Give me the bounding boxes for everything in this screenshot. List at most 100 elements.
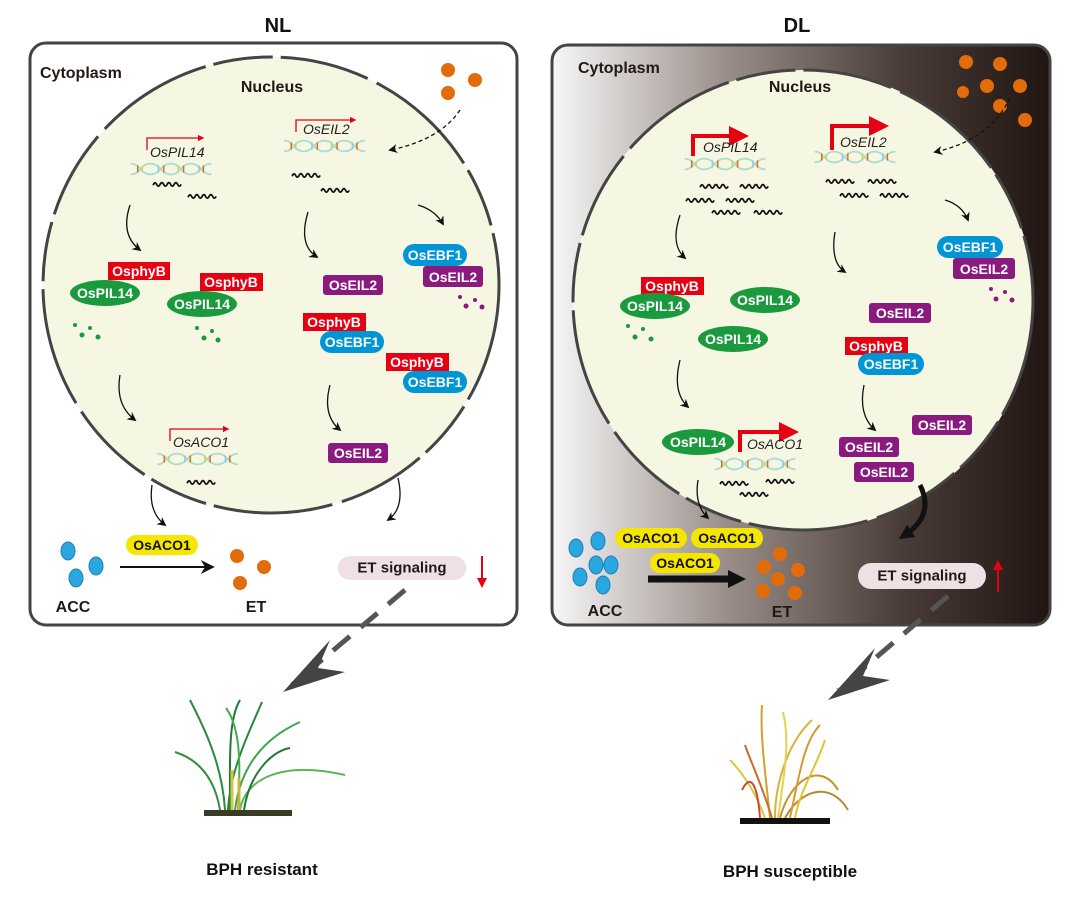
dashed-arrow bbox=[933, 97, 1011, 155]
degraded-oseil2-dots bbox=[458, 295, 485, 310]
svg-text:OsPIL14: OsPIL14 bbox=[737, 292, 793, 308]
osebf1-protein: OsEBF1 bbox=[858, 353, 924, 375]
oseil2-protein: OsEIL2 bbox=[869, 303, 931, 323]
svg-text:OsEIL2: OsEIL2 bbox=[918, 417, 966, 433]
svg-text:OsPIL14: OsPIL14 bbox=[670, 434, 726, 450]
svg-text:OsEIL2: OsEIL2 bbox=[303, 121, 350, 137]
osaco1-enzyme: OsACO1 bbox=[615, 528, 687, 548]
acc-molecules bbox=[568, 531, 619, 595]
et-dots-outside bbox=[441, 63, 482, 100]
osaco1-enzyme: OsACO1 bbox=[691, 528, 763, 548]
oseil2-protein: OsEIL2 bbox=[839, 437, 899, 457]
osebf1-protein: OsEBF1 bbox=[320, 331, 384, 353]
dashed-arrow bbox=[388, 109, 461, 154]
osaco1-enzyme: OsACO1 bbox=[126, 535, 198, 555]
osphyb-label: OsphyB bbox=[108, 262, 170, 280]
ospil14-gene: OsPIL14 bbox=[683, 126, 784, 216]
svg-text:OsEIL2: OsEIL2 bbox=[840, 134, 887, 150]
degraded-oseil2-dots bbox=[989, 287, 1015, 303]
susceptible-rice-plant-icon bbox=[729, 704, 849, 824]
osaco1-gene: OsACO1 bbox=[713, 422, 803, 498]
ospil14-protein: OsPIL14 bbox=[167, 291, 237, 317]
svg-text:OsEIL2: OsEIL2 bbox=[960, 261, 1008, 277]
dl-outcome-label: BPH susceptible bbox=[723, 862, 857, 881]
svg-text:OsphyB: OsphyB bbox=[849, 338, 903, 354]
osphyb-label: OsphyB bbox=[200, 273, 263, 291]
svg-text:OsEIL2: OsEIL2 bbox=[860, 464, 908, 480]
et-signaling: ET signaling bbox=[858, 563, 986, 589]
et-label: ET bbox=[772, 604, 793, 621]
oseil2-protein: OsEIL2 bbox=[323, 275, 383, 295]
svg-text:OsEBF1: OsEBF1 bbox=[408, 247, 463, 263]
osebf1-protein: OsEBF1 bbox=[403, 244, 467, 266]
svg-text:OsPIL14: OsPIL14 bbox=[627, 298, 683, 314]
et-dots-outside bbox=[957, 55, 1032, 127]
osphyb-label: OsphyB bbox=[386, 353, 449, 371]
cytoplasm-label: Cytoplasm bbox=[578, 60, 660, 77]
oseil2-protein: OsEIL2 bbox=[854, 462, 914, 482]
svg-text:OsphyB: OsphyB bbox=[390, 354, 444, 370]
osebf1-protein: OsEBF1 bbox=[937, 236, 1003, 258]
svg-text:OsPIL14: OsPIL14 bbox=[77, 285, 133, 301]
acc-molecules bbox=[60, 541, 104, 588]
thick-arrow bbox=[898, 483, 928, 540]
et-label: ET bbox=[246, 599, 267, 616]
acc-label: ACC bbox=[56, 599, 91, 616]
osaco1-gene: OsACO1 bbox=[156, 425, 239, 486]
resistant-rice-plant-icon bbox=[174, 699, 346, 816]
et-molecules bbox=[230, 549, 271, 590]
svg-text:OsEIL2: OsEIL2 bbox=[429, 269, 477, 285]
svg-text:OsEIL2: OsEIL2 bbox=[845, 439, 893, 455]
svg-text:OsACO1: OsACO1 bbox=[173, 434, 229, 450]
dl-title: DL bbox=[784, 15, 811, 37]
ospil14-protein: OsPIL14 bbox=[698, 326, 768, 352]
ospil14-protein: OsPIL14 bbox=[662, 429, 734, 455]
oseil2-protein: OsEIL2 bbox=[328, 443, 388, 463]
svg-text:OsPIL14: OsPIL14 bbox=[150, 144, 205, 160]
arrowhead-icon bbox=[828, 648, 890, 700]
acc-label: ACC bbox=[588, 603, 623, 620]
conversion-arrow bbox=[728, 570, 746, 588]
dl-panel: Cytoplasm Nucleus OsPIL14 OsEIL2 OsEBF1 … bbox=[550, 43, 1052, 627]
svg-text:OsPIL14: OsPIL14 bbox=[705, 331, 761, 347]
osphyb-label: OsphyB bbox=[641, 277, 704, 295]
degraded-ospil14-dots bbox=[73, 323, 221, 343]
ospil14-gene: OsPIL14 bbox=[129, 134, 218, 200]
svg-text:ET signaling: ET signaling bbox=[357, 560, 446, 577]
svg-text:OsEIL2: OsEIL2 bbox=[334, 445, 382, 461]
nl-panel: Cytoplasm Nucleus OsPIL14 OsEIL2 OsphyB … bbox=[28, 41, 519, 627]
svg-text:OsEBF1: OsEBF1 bbox=[408, 374, 463, 390]
nucleus-label: Nucleus bbox=[769, 79, 831, 96]
oseil2-protein: OsEIL2 bbox=[912, 415, 972, 435]
oseil2-protein: OsEIL2 bbox=[423, 266, 483, 287]
svg-text:OsEIL2: OsEIL2 bbox=[876, 305, 924, 321]
osphyb-label: OsphyB bbox=[303, 313, 366, 331]
svg-text:OsACO1: OsACO1 bbox=[133, 537, 191, 553]
cytoplasm-label: Cytoplasm bbox=[40, 65, 122, 82]
svg-text:OsPIL14: OsPIL14 bbox=[703, 139, 758, 155]
svg-text:OsEBF1: OsEBF1 bbox=[943, 239, 998, 255]
svg-text:OsphyB: OsphyB bbox=[112, 263, 166, 279]
arrowhead-icon bbox=[283, 640, 345, 692]
nl-title: NL bbox=[265, 15, 292, 37]
oseil2-protein: OsEIL2 bbox=[953, 258, 1015, 279]
svg-text:OsACO1: OsACO1 bbox=[622, 530, 680, 546]
svg-text:OsEIL2: OsEIL2 bbox=[329, 277, 377, 293]
nl-outcome-label: BPH resistant bbox=[206, 860, 318, 879]
osphyb-label: OsphyB bbox=[845, 337, 908, 355]
svg-text:OsACO1: OsACO1 bbox=[698, 530, 756, 546]
et-signaling: ET signaling bbox=[338, 556, 466, 580]
svg-text:OsphyB: OsphyB bbox=[645, 278, 699, 294]
osaco1-enzyme: OsACO1 bbox=[650, 553, 720, 573]
degraded-ospil14-dots bbox=[626, 324, 654, 342]
svg-text:OsEBF1: OsEBF1 bbox=[864, 356, 919, 372]
oseil2-gene: OsEIL2 bbox=[813, 116, 910, 199]
osebf1-protein: OsEBF1 bbox=[403, 371, 467, 393]
svg-text:OsACO1: OsACO1 bbox=[656, 555, 714, 571]
oseil2-gene: OsEIL2 bbox=[283, 116, 366, 194]
ospil14-protein: OsPIL14 bbox=[620, 293, 690, 319]
et-molecules bbox=[756, 547, 805, 600]
svg-text:OsACO1: OsACO1 bbox=[747, 436, 803, 452]
svg-text:ET signaling: ET signaling bbox=[877, 568, 966, 585]
